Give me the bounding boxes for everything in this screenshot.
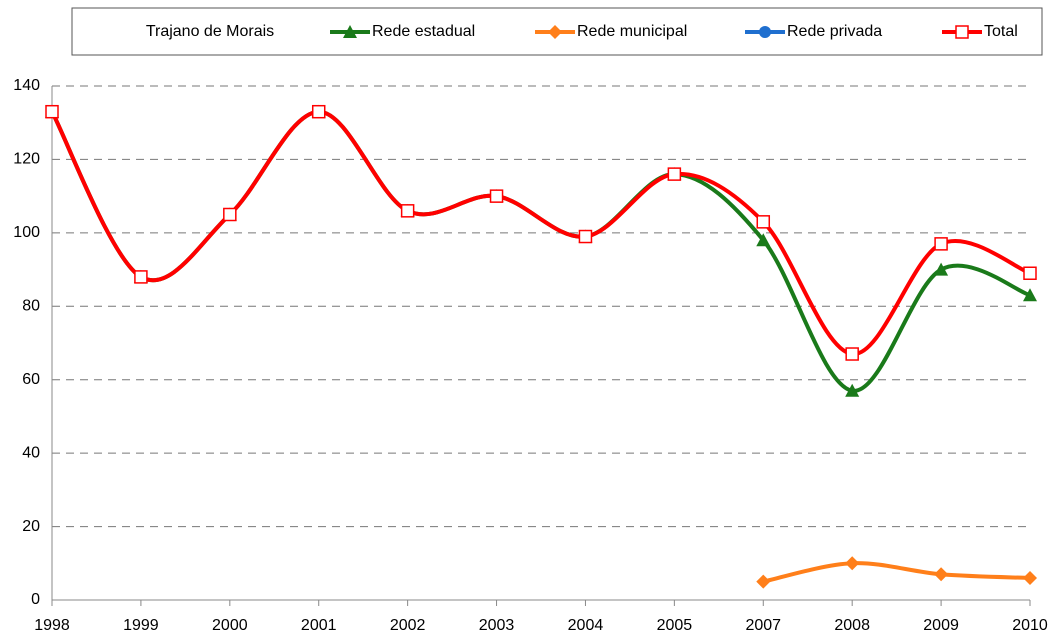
data-point: [845, 347, 859, 361]
x-tick-label: 2001: [301, 617, 337, 634]
x-tick-label: 1999: [123, 617, 159, 634]
legend-marker: [955, 25, 969, 39]
data-point: [134, 270, 148, 284]
legend-marker: [343, 25, 357, 38]
y-tick-label: 120: [13, 151, 40, 168]
data-point: [489, 189, 504, 203]
data-point: [400, 204, 415, 218]
x-tick-label: 2007: [745, 617, 781, 634]
legend-label: Rede privada: [787, 23, 882, 40]
y-tick-label: 20: [22, 518, 40, 535]
data-point: [934, 237, 948, 251]
data-point: [1023, 266, 1037, 280]
x-tick-label: 1998: [34, 617, 70, 634]
series-line: [50, 109, 1031, 393]
data-point: [934, 262, 949, 276]
legend-label: Total: [984, 23, 1018, 40]
y-tick-label: 40: [22, 444, 40, 461]
x-tick-label: 2000: [212, 617, 248, 634]
legend-marker: [759, 26, 771, 38]
y-tick-label: 100: [13, 224, 40, 241]
x-tick-label: 2003: [479, 617, 515, 634]
data-point: [845, 556, 860, 571]
y-tick-label: 60: [22, 371, 40, 388]
data-point: [223, 207, 237, 222]
data-point: [756, 215, 771, 229]
y-tick-label: 0: [31, 591, 40, 608]
data-point: [667, 167, 682, 181]
data-point: [311, 104, 326, 119]
x-tick-label: 2002: [390, 617, 426, 634]
legend-label: Rede municipal: [577, 23, 687, 40]
data-point: [845, 383, 860, 397]
x-tick-label: 2005: [657, 617, 693, 634]
data-point: [756, 574, 771, 589]
data-point: [756, 233, 771, 247]
y-tick-label: 80: [22, 298, 40, 315]
x-tick-label: 2004: [568, 617, 604, 634]
data-point: [578, 229, 593, 244]
y-tick-label: 140: [13, 77, 40, 94]
x-tick-label: 2008: [834, 617, 870, 634]
data-point: [1023, 570, 1037, 585]
data-point: [934, 567, 949, 582]
series-line: [762, 561, 1031, 584]
data-point: [1023, 288, 1037, 302]
x-tick-label: 2009: [923, 617, 959, 634]
chart-title: Trajano de Morais: [146, 23, 274, 40]
legend-label: Rede estadual: [372, 23, 475, 40]
data-point: [45, 104, 59, 119]
x-tick-label: 2010: [1012, 617, 1048, 634]
legend-marker: [548, 25, 562, 39]
